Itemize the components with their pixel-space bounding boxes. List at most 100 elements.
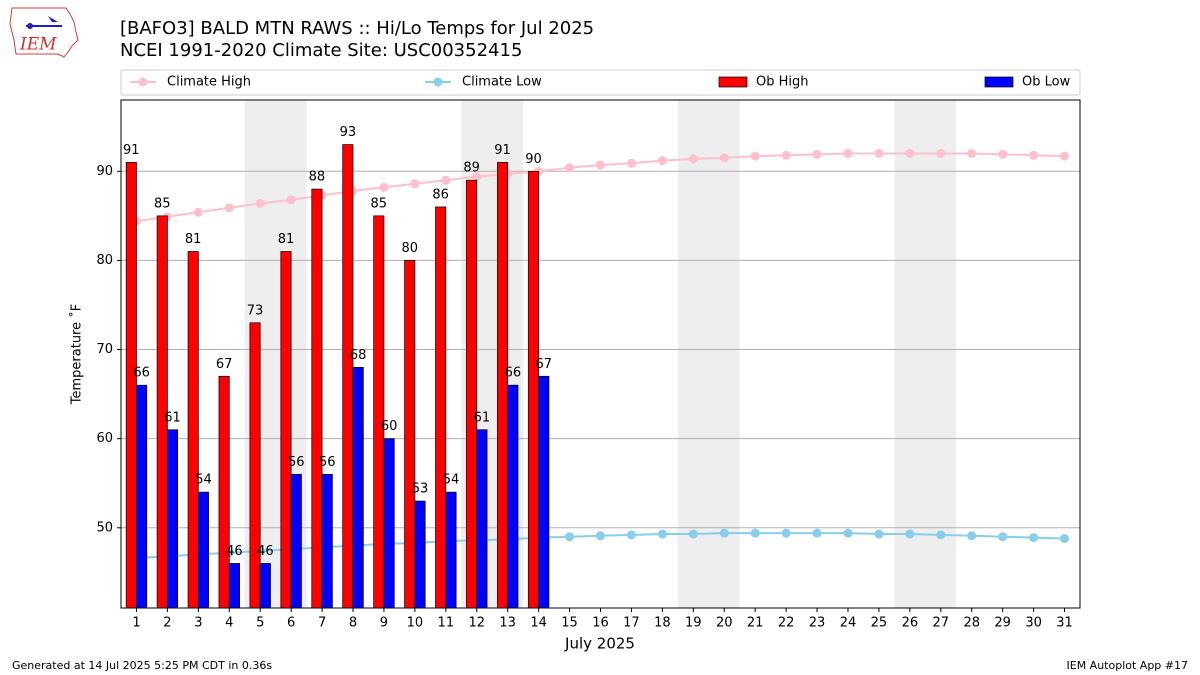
- bar: [507, 384, 519, 609]
- bar: [445, 491, 457, 609]
- point: [657, 156, 667, 166]
- weekend-shade: [925, 100, 957, 608]
- bar: [280, 251, 292, 609]
- y-tick-label: 50: [96, 520, 113, 535]
- point: [224, 203, 234, 213]
- x-tick-label: 23: [809, 616, 826, 631]
- data-label: 60: [381, 419, 398, 434]
- point: [967, 148, 977, 158]
- y-tick-label: 90: [96, 164, 113, 179]
- x-tick-label: 31: [1056, 616, 1073, 631]
- data-label: 91: [494, 143, 511, 158]
- point: [905, 148, 915, 158]
- x-tick-label: 3: [194, 616, 202, 631]
- bar: [466, 179, 478, 609]
- bar: [259, 563, 271, 609]
- point: [750, 151, 760, 161]
- x-tick-label: 26: [902, 616, 919, 631]
- logo: IEM: [9, 7, 79, 58]
- x-tick-label: 13: [499, 616, 516, 631]
- data-label: 61: [164, 410, 181, 425]
- chart-subtitle: NCEI 1991-2020 Climate Site: USC00352415: [120, 40, 522, 61]
- point: [843, 528, 853, 538]
- bar: [228, 563, 240, 609]
- point: [781, 150, 791, 160]
- data-label: 85: [371, 196, 388, 211]
- x-tick-label: 6: [287, 616, 295, 631]
- point: [472, 172, 482, 182]
- x-tick-label: 2: [163, 616, 171, 631]
- bar: [136, 384, 148, 609]
- bar: [167, 429, 179, 609]
- x-tick-label: 18: [654, 616, 671, 631]
- x-tick-label: 5: [256, 616, 264, 631]
- point: [596, 160, 605, 170]
- x-axis-label: July 2025: [564, 635, 635, 653]
- point: [193, 207, 203, 217]
- data-label: 68: [350, 348, 367, 363]
- bar: [342, 144, 354, 609]
- data-label: 90: [525, 152, 542, 167]
- y-tick-label: 70: [96, 342, 113, 357]
- x-tick-label: 29: [994, 616, 1011, 631]
- x-tick-label: 21: [747, 616, 764, 631]
- data-label: 73: [247, 303, 264, 318]
- bar: [125, 162, 137, 609]
- point: [719, 528, 729, 538]
- bar: [538, 375, 550, 609]
- bar: [218, 375, 230, 609]
- point: [967, 531, 977, 541]
- point: [812, 149, 822, 159]
- bar: [290, 473, 302, 609]
- point: [657, 529, 667, 539]
- data-label: 56: [319, 455, 336, 470]
- data-label: 81: [185, 232, 202, 247]
- bar: [527, 170, 539, 609]
- point: [1060, 533, 1070, 543]
- bar: [187, 251, 199, 609]
- data-label: 80: [401, 241, 418, 256]
- x-tick-label: 12: [468, 616, 485, 631]
- point: [441, 175, 451, 185]
- x-tick-label: 28: [963, 616, 980, 631]
- legend-swatch: [718, 76, 748, 88]
- point: [781, 528, 791, 538]
- data-label: 91: [123, 143, 140, 158]
- logo-text: IEM: [19, 35, 57, 55]
- legend-label: Ob Low: [1022, 75, 1071, 90]
- x-tick-label: 14: [530, 616, 547, 631]
- chart-title: [BAFO3] BALD MTN RAWS :: Hi/Lo Temps for…: [120, 18, 594, 39]
- x-tick-label: 10: [407, 616, 424, 631]
- point: [905, 529, 915, 539]
- point: [750, 528, 760, 538]
- bar: [352, 367, 364, 609]
- x-tick-label: 25: [871, 616, 888, 631]
- point: [998, 149, 1008, 159]
- x-tick-label: 24: [840, 616, 857, 631]
- legend-marker: [138, 77, 148, 87]
- point: [874, 529, 884, 539]
- data-label: 66: [133, 366, 150, 381]
- x-tick-label: 4: [225, 616, 233, 631]
- legend-label: Ob High: [756, 75, 809, 90]
- bar: [476, 429, 488, 609]
- point: [998, 532, 1008, 542]
- footer-left: Generated at 14 Jul 2025 5:25 PM CDT in …: [12, 659, 272, 672]
- data-label: 93: [340, 125, 357, 140]
- point: [255, 198, 265, 208]
- bar: [373, 215, 385, 609]
- point: [410, 179, 420, 189]
- legend-swatch: [984, 76, 1014, 88]
- weekend-shade: [708, 100, 740, 608]
- point: [596, 531, 605, 541]
- data-label: 53: [412, 482, 429, 497]
- data-label: 89: [463, 161, 480, 176]
- data-label: 85: [154, 196, 171, 211]
- point: [843, 148, 853, 158]
- data-label: 67: [216, 357, 233, 372]
- x-tick-label: 30: [1025, 616, 1042, 631]
- data-label: 88: [309, 170, 326, 185]
- bar: [321, 473, 333, 609]
- bar: [435, 206, 447, 609]
